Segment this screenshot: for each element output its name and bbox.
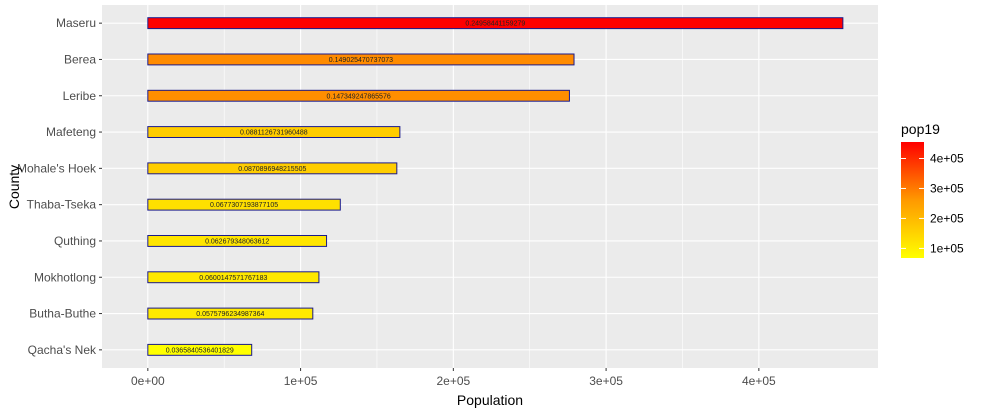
bar-mokhotlong (147, 271, 320, 284)
bar-value-label: 0.24958441159279 (465, 21, 525, 28)
y-tick-label: Mafeteng (46, 125, 96, 139)
y-tick-label: Mokhotlong (34, 270, 96, 284)
minor-gridlines (223, 5, 683, 368)
y-tick-label: Quthing (54, 234, 96, 248)
bar-butha-buthe (147, 307, 314, 320)
bar-maseru (147, 17, 844, 30)
plot-panel (102, 5, 878, 368)
bar-qacha-s-nek (147, 343, 253, 356)
legend-tick-label: 4e+05 (930, 151, 964, 165)
y-tick-label: Mohale's Hoek (17, 161, 97, 175)
y-tick-label: Leribe (63, 89, 97, 103)
bar-value-label: 0.062679348063612 (205, 238, 269, 245)
legend: pop19 1e+05 2e+05 3e+05 4e+05 (901, 121, 964, 258)
x-tick-label: 1e+05 (284, 374, 318, 388)
bar-mafeteng (147, 126, 401, 138)
bar-mohale-s-hoek (147, 162, 398, 175)
y-tick-label: Berea (64, 52, 96, 66)
legend-ticks: 1e+05 2e+05 3e+05 4e+05 (901, 151, 964, 255)
legend-tick-label: 3e+05 (930, 181, 964, 195)
bar-leribe (147, 89, 570, 102)
bar-value-label: 0.0575796234987364 (196, 311, 264, 318)
legend-tick-label: 2e+05 (930, 211, 964, 225)
x-tick-label: 3e+05 (589, 374, 623, 388)
x-axis-title: Population (457, 392, 523, 408)
legend-colorbar (901, 142, 924, 258)
x-tick-label: 2e+05 (436, 374, 470, 388)
y-axis: Maseru Berea Leribe Mafeteng Mohale's Hoek Th… (17, 16, 102, 357)
y-tick-label: Thaba-Tseka (27, 198, 97, 212)
bar-value-label: 0.0365840536401829 (166, 347, 234, 354)
bar-value-label: 0.0677307193877105 (210, 202, 278, 209)
legend-title: pop19 (901, 121, 940, 137)
x-axis: 0e+00 1e+05 2e+05 3e+05 4e+05 (131, 368, 776, 388)
y-tick-label: Qacha's Nek (28, 343, 97, 357)
bar-thaba-tseka (147, 198, 341, 211)
bar-value-label: 0.149025470737073 (329, 57, 393, 64)
y-tick-label: Maseru (56, 16, 96, 30)
bars (147, 17, 844, 356)
bar-value-label: 0.0881126731960488 (240, 130, 308, 137)
x-tick-label: 0e+00 (131, 374, 165, 388)
bar-berea (147, 53, 575, 66)
legend-tick-label: 1e+05 (930, 241, 964, 255)
bar-value-label: 0.147349247865576 (327, 93, 391, 100)
bar-value-label: 0.0600147571767183 (199, 275, 267, 282)
bar-value-label: 0.0870896948215505 (238, 166, 306, 173)
bar-labels: 0.24958441159279 0.149025470737073 0.14734… (166, 21, 526, 355)
y-axis-title: County (6, 165, 22, 209)
x-tick-label: 4e+05 (742, 374, 776, 388)
y-tick-label: Butha-Buthe (29, 307, 96, 321)
bar-quthing (147, 235, 328, 247)
